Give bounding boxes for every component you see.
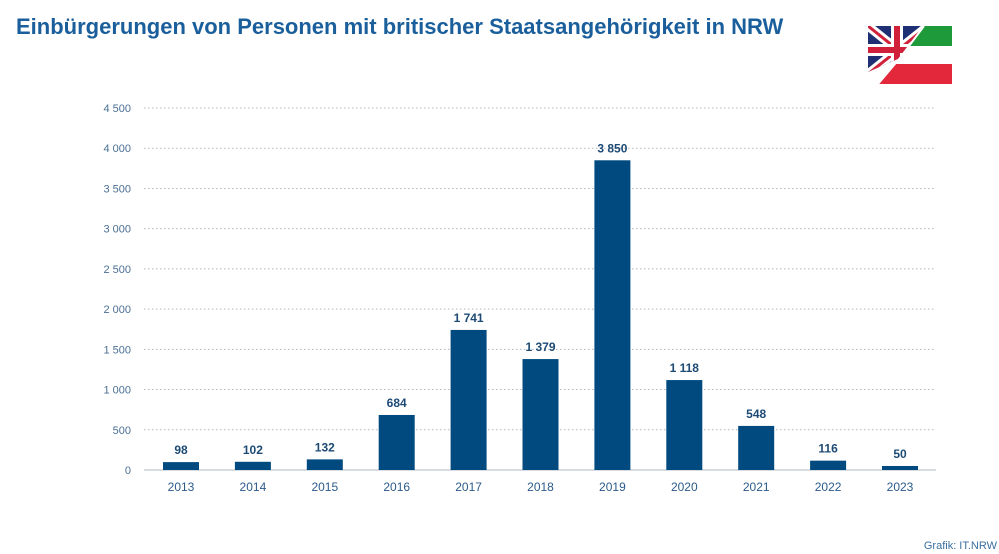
y-tick-label: 500 <box>113 425 131 437</box>
bar-2018 <box>522 359 559 470</box>
bar-2021 <box>738 425 775 470</box>
bar-2020 <box>666 380 703 470</box>
bar-2014 <box>234 461 271 470</box>
data-label-2013: 98 <box>174 443 188 457</box>
y-tick-label: 0 <box>125 465 131 477</box>
data-label-2018: 1 379 <box>525 340 555 354</box>
bar-2017 <box>450 329 487 470</box>
data-label-2022: 116 <box>818 442 838 456</box>
x-tick-label: 2021 <box>743 480 770 494</box>
x-tick-label: 2015 <box>311 480 338 494</box>
chart-title: Einbürgerungen von Personen mit britisch… <box>16 14 784 39</box>
y-tick-label: 1 500 <box>103 344 131 356</box>
data-label-2023: 50 <box>893 447 907 461</box>
data-label-2017: 1 741 <box>454 311 484 325</box>
x-tick-label: 2016 <box>383 480 410 494</box>
data-label-2015: 132 <box>315 440 335 454</box>
x-tick-label: 2020 <box>671 480 698 494</box>
y-tick-label: 3 500 <box>103 183 131 195</box>
bar-2015 <box>306 459 343 470</box>
bar-2022 <box>810 460 847 470</box>
y-tick-label: 2 500 <box>103 264 131 276</box>
y-tick-label: 4 000 <box>103 143 131 155</box>
y-tick-label: 2 000 <box>103 304 131 316</box>
data-label-2019: 3 850 <box>597 141 627 155</box>
data-label-2021: 548 <box>746 407 766 421</box>
x-tick-label: 2022 <box>815 480 842 494</box>
data-label-2020: 1 118 <box>670 361 700 375</box>
bar-2013 <box>163 462 199 470</box>
source-credit: Grafik: IT.NRW <box>923 540 997 552</box>
x-tick-label: 2017 <box>455 480 482 494</box>
data-label-2014: 102 <box>243 443 263 457</box>
x-tick-label: 2013 <box>168 480 195 494</box>
y-tick-label: 4 500 <box>103 103 131 115</box>
uk-nrw-flag-icon <box>868 26 952 84</box>
x-tick-label: 2018 <box>527 480 554 494</box>
y-tick-label: 3 000 <box>103 224 131 236</box>
x-tick-label: 2019 <box>599 480 626 494</box>
data-label-2016: 684 <box>387 396 407 410</box>
bar-2016 <box>378 414 415 470</box>
x-tick-label: 2023 <box>887 480 914 494</box>
bar-2023 <box>882 465 918 470</box>
x-tick-label: 2014 <box>240 480 267 494</box>
y-tick-label: 1 000 <box>103 385 131 397</box>
bar-2019 <box>594 160 631 471</box>
